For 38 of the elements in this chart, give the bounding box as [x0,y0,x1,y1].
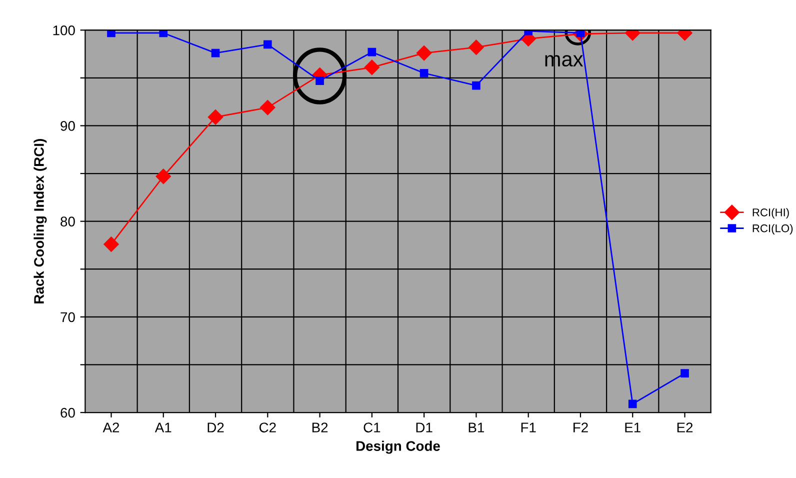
point [263,40,272,49]
x-tick-label: C2 [259,422,276,432]
y-tick-label: 80 [60,216,75,226]
y-tick-label: 60 [60,408,75,418]
y-tick-label: 100 [53,25,75,36]
point [368,48,376,56]
y-tick-label: 70 [60,312,75,322]
x-tick-label: E2 [677,422,693,432]
x-tick-label: E1 [625,422,640,432]
x-tick-label: F1 [521,422,536,432]
x-tick-label: D1 [416,422,432,432]
x-tick-label: C1 [364,422,380,432]
point [104,236,119,252]
point [208,110,224,125]
x-tick-label: B2 [312,422,328,432]
point [364,60,380,75]
x-tick-label: F2 [574,422,588,432]
point [260,100,276,116]
point [628,400,637,408]
y-tick-label: 90 [60,121,75,131]
x-tick-label: A1 [154,422,172,432]
x-tick-label: B1 [468,422,484,432]
x-axis-title: Design Code [356,440,440,454]
legend-label: RCI(LO) [752,224,793,234]
legend-label: RCI(HI) [752,208,789,219]
point [156,168,171,184]
point [468,40,484,55]
x-tick-label: D2 [208,422,224,432]
point [472,81,480,90]
y-axis-title: Rack Cooling Index (RCI) [34,139,47,304]
point [680,369,689,378]
point [420,68,428,78]
point [107,30,116,38]
point [316,76,324,85]
x-tick-label: A2 [102,422,120,432]
point [211,48,220,58]
point [159,30,168,38]
point [416,45,432,61]
